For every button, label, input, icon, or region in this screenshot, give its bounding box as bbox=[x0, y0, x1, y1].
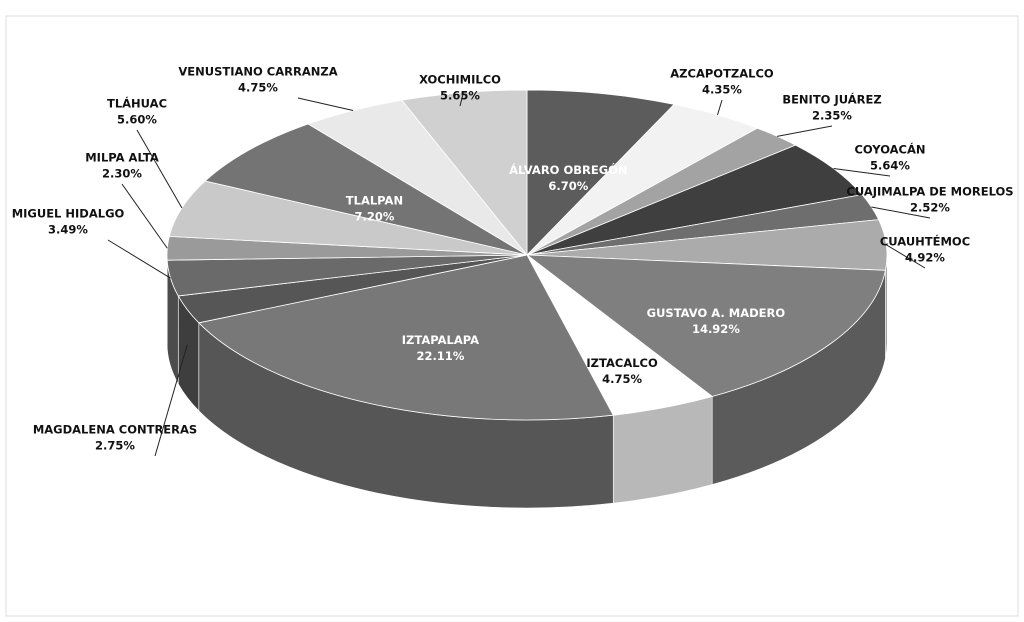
slice-label: IZTACALCO bbox=[586, 356, 658, 370]
leader-line bbox=[871, 206, 931, 219]
slice-value-label: 22.11% bbox=[416, 349, 464, 363]
slice-value-label: 2.52% bbox=[910, 201, 950, 215]
slice-label: IZTAPALAPA bbox=[402, 333, 479, 347]
slice-value-label: 4.75% bbox=[602, 372, 642, 386]
slice-value-label: 14.92% bbox=[692, 322, 740, 336]
slice-value-label: 4.75% bbox=[238, 81, 278, 95]
slice-value-label: 2.30% bbox=[102, 167, 142, 181]
pie-slice bbox=[204, 123, 528, 256]
leader-line bbox=[459, 92, 464, 107]
leader-line bbox=[833, 168, 891, 177]
slice-label: CUAUHTÉMOC bbox=[880, 234, 970, 249]
slice-label: GUSTAVO A. MADERO bbox=[647, 306, 786, 320]
leader-line bbox=[717, 99, 723, 116]
slice-value-label: 5.60% bbox=[117, 113, 157, 127]
slice-value-label: 7.20% bbox=[354, 210, 394, 224]
slice-label: ÁLVARO OBREGÓN bbox=[509, 162, 627, 177]
slice-label: MAGDALENA CONTRERAS bbox=[33, 423, 197, 437]
pie-slice bbox=[526, 144, 863, 256]
slice-value-label: 3.49% bbox=[48, 223, 88, 237]
slice-label: MIGUEL HIDALGO bbox=[12, 207, 125, 221]
leader-line bbox=[107, 239, 171, 279]
slice-label: MILPA ALTA bbox=[85, 151, 159, 165]
slice-value-label: 2.75% bbox=[95, 439, 135, 453]
slice-label: TLALPAN bbox=[346, 194, 403, 208]
slice-label: VENUSTIANO CARRANZA bbox=[178, 65, 337, 79]
leader-line bbox=[154, 344, 188, 457]
leader-line bbox=[777, 125, 833, 137]
slice-value-label: 2.35% bbox=[812, 109, 852, 123]
slice-value-label: 4.92% bbox=[905, 251, 945, 265]
slice-value-label: 4.35% bbox=[702, 83, 742, 97]
pie-slice bbox=[526, 89, 675, 256]
pie-slice bbox=[525, 254, 886, 397]
slice-value-label: 5.65% bbox=[440, 89, 480, 103]
slice-value-label: 5.64% bbox=[870, 159, 910, 173]
slice-label: TLÁHUAC bbox=[107, 96, 167, 111]
leader-line bbox=[297, 97, 354, 112]
slice-label: BENITO JUÁREZ bbox=[782, 92, 881, 107]
slice-value-label: 6.70% bbox=[548, 179, 588, 193]
pie-slice bbox=[168, 180, 528, 256]
slice-label: COYOACÁN bbox=[854, 142, 925, 157]
leader-line bbox=[886, 244, 926, 269]
slice-label: XOCHIMILCO bbox=[419, 73, 501, 87]
leader-line bbox=[121, 183, 168, 249]
slice-label: AZCAPOTZALCO bbox=[670, 67, 774, 81]
pie-slice bbox=[198, 254, 614, 421]
leader-line bbox=[136, 129, 183, 209]
slice-label: CUAJIMALPA DE MORELOS bbox=[846, 185, 1013, 199]
